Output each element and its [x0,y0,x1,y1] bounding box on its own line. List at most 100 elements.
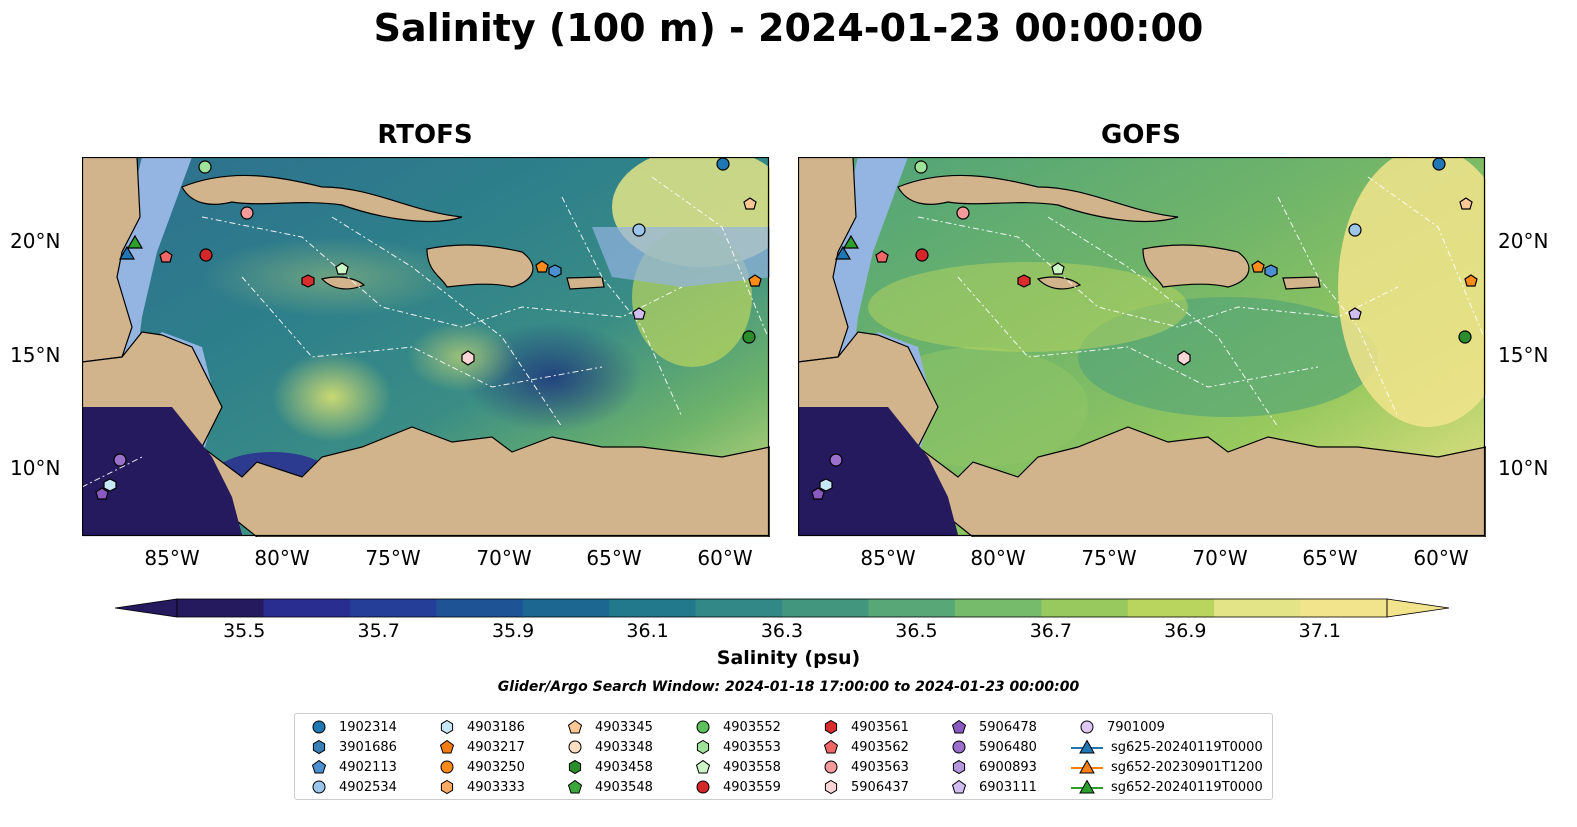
central-south-america-landmass [798,331,1486,537]
legend-entry: 4903186 [431,717,525,737]
x-tick-label-left: 65°W [586,546,642,570]
legend-entry: 4903217 [431,737,525,757]
circle-marker-icon [824,760,838,774]
x-tick-label-left: 60°W [697,546,753,570]
panel-title-gofs: GOFS [1101,120,1181,150]
legend-entry: 4903548 [559,777,653,797]
colorbar-tick-label: 36.3 [760,620,804,642]
colorbar-segment [1041,599,1129,617]
colorbar-segment [1300,599,1388,617]
colorbar-label: Salinity (psu) [716,647,861,669]
triangle-line-marker-icon [1071,759,1103,774]
legend-label: 4902534 [339,779,397,795]
circle-marker-icon [312,720,326,734]
legend-entry: 4903559 [687,777,781,797]
legend-entry: 5906478 [943,717,1037,737]
pentagon-marker-icon [695,759,711,774]
legend-label: 4903561 [851,719,909,735]
circle-marker-icon [568,740,582,754]
hexagon-marker-icon [440,719,454,735]
legend-label: 4903458 [595,759,653,775]
legend-entry: 5906480 [943,737,1037,757]
legend-entry: sg652-20230901T1200 [1071,757,1263,777]
circle-marker-icon [696,780,710,794]
cuba-landmass [897,174,1179,223]
legend-entry: sg652-20240119T0000 [1071,777,1263,797]
hexagon-marker-icon [696,739,710,755]
gofs-map-panel [798,157,1486,537]
legend-entry: 4903558 [687,757,781,777]
legend-entry: 4903563 [815,757,909,777]
legend-label: 7901009 [1107,719,1165,735]
legend-label: 4903559 [723,779,781,795]
legend-label: 4903552 [723,719,781,735]
legend-label: 4903563 [851,759,909,775]
colorbar-segment [349,599,437,617]
legend-label: 3901686 [339,739,397,755]
legend: 1902314 3901686 4902113 4902534 4903186 49032… [294,713,1273,800]
colorbar-segment [1214,599,1302,617]
legend-label: 4903345 [595,719,653,735]
hexagon-marker-icon [952,759,966,775]
hispaniola-landmass [1142,244,1250,288]
hexagon-marker-icon [312,739,326,755]
legend-label: 4903562 [851,739,909,755]
y-tick-label-left: 20°N [10,229,61,253]
legend-label: 4903217 [467,739,525,755]
legend-label: 4903553 [723,739,781,755]
legend-label: 6903111 [979,779,1037,795]
pentagon-marker-icon [951,779,967,794]
colorbar-segment [1127,599,1215,617]
hexagon-marker-icon [440,779,454,795]
float-markers [95,157,762,500]
x-tick-label-right: 60°W [1413,546,1469,570]
colorbar-segment [782,599,869,617]
x-tick-label-right: 75°W [1081,546,1137,570]
cuba-landmass [181,174,463,223]
colorbar-max-extend [1386,598,1450,618]
x-tick-label-right: 70°W [1192,546,1248,570]
legend-label: sg652-20240119T0000 [1111,779,1263,795]
legend-label: 4903558 [723,759,781,775]
high-salinity-eddy [272,352,392,442]
x-tick-label-right: 65°W [1302,546,1358,570]
legend-label: 4903548 [595,779,653,795]
legend-label: 5906478 [979,719,1037,735]
eez-boundaries [917,176,1485,428]
colorbar-tick-label: 35.9 [491,620,535,642]
colorbar-segment [436,599,524,617]
colorbar-min-extend [115,598,178,618]
jamaica-landmass [1036,276,1082,290]
colorbar-tick-label: 36.1 [626,620,669,642]
legend-entry: 4903553 [687,737,781,757]
legend-label: 6900893 [979,759,1037,775]
eez-boundaries [82,176,769,488]
legend-entry: 6903111 [943,777,1037,797]
x-tick-label-right: 80°W [970,546,1026,570]
legend-entry: 6900893 [943,757,1037,777]
y-tick-label-left: 15°N [10,343,61,367]
pentagon-marker-icon [567,779,583,794]
central-south-america-landmass [82,331,770,537]
legend-entry: 4903562 [815,737,909,757]
pentagon-marker-icon [567,719,583,734]
legend-label: 4903348 [595,739,653,755]
x-tick-label-right: 85°W [860,546,916,570]
colorbar-segment [868,599,956,617]
legend-label: 4903250 [467,759,525,775]
colorbar-tick-label: 35.5 [223,620,266,642]
circle-marker-icon [696,720,710,734]
legend-entry: 1902314 [303,717,397,737]
legend-entry: 7901009 [1071,717,1263,737]
x-tick-label-left: 85°W [144,546,200,570]
legend-label: sg652-20230901T1200 [1111,759,1263,775]
triangle-line-marker-icon [1071,779,1103,794]
circle-marker-icon [312,780,326,794]
jamaica-landmass [320,276,366,290]
legend-label: 1902314 [339,719,397,735]
legend-entry: 4903561 [815,717,909,737]
pentagon-marker-icon [823,739,839,754]
search-window-text: Glider/Argo Search Window: 2024-01-18 17… [497,679,1080,695]
float-markers [811,157,1478,500]
colorbar-tick-label: 37.1 [1298,620,1341,642]
